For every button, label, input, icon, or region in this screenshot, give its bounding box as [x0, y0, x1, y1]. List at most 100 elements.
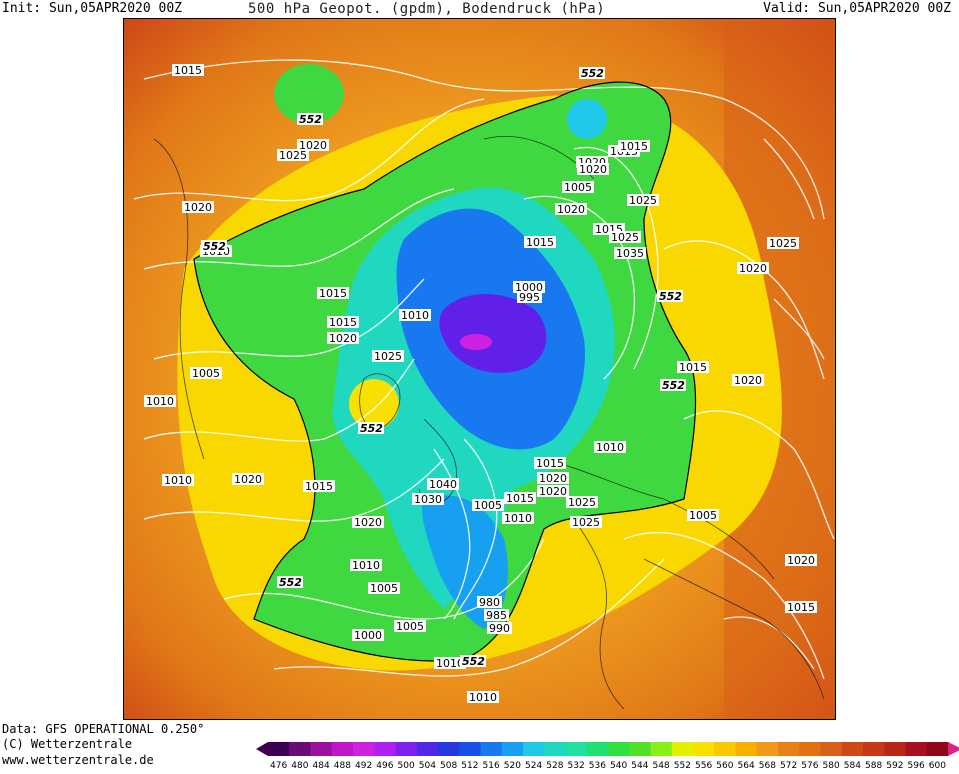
color-swatch: [331, 742, 354, 756]
scale-tick-label: 516: [483, 761, 500, 770]
color-swatch: [608, 742, 630, 756]
color-swatch: [926, 742, 949, 756]
scale-tick-label: 548: [653, 761, 670, 770]
isobar-label: 1000: [513, 281, 545, 294]
isobar-label: 1010: [502, 512, 534, 525]
scale-tick-label: 584: [844, 761, 861, 770]
scale-tick-label: 596: [908, 761, 925, 770]
isobar-label: 1025: [372, 350, 404, 363]
svg-text:1010: 1010: [504, 512, 532, 525]
scale-tick-label: 576: [801, 761, 818, 770]
scale-tick-label: 504: [419, 761, 436, 770]
svg-text:1035: 1035: [616, 247, 644, 260]
svg-text:1015: 1015: [620, 140, 648, 153]
svg-text:1020: 1020: [787, 554, 815, 567]
color-swatch: [863, 742, 885, 756]
isobar-label: 1020: [732, 374, 764, 387]
color-swatch: [523, 742, 545, 756]
height-label-552: 552: [660, 379, 686, 392]
svg-text:1030: 1030: [414, 493, 442, 506]
chart-title: 500 hPa Geopot. (gpdm), Bodendruck (hPa): [248, 1, 606, 17]
isobars: [133, 59, 835, 680]
svg-text:1010: 1010: [146, 395, 174, 408]
svg-text:980: 980: [479, 596, 500, 609]
isobar-label: 1035: [614, 247, 646, 260]
color-swatch: [416, 742, 439, 756]
scale-tick-label: 524: [525, 761, 542, 770]
svg-text:552: 552: [581, 67, 604, 80]
isobar-label: 1020: [297, 139, 329, 152]
svg-text:1005: 1005: [370, 582, 398, 595]
isobar-label: 1020: [327, 332, 359, 345]
svg-text:1025: 1025: [279, 149, 307, 162]
svg-text:1020: 1020: [354, 516, 382, 529]
isobar-label: 1000: [352, 629, 384, 642]
isobar-label: 1010: [399, 309, 431, 322]
svg-text:552: 552: [662, 379, 685, 392]
height-label-552: 552: [657, 290, 683, 303]
isobar-label: 1005: [190, 367, 222, 380]
isobar-label: 1015: [785, 601, 817, 614]
svg-text:1015: 1015: [536, 457, 564, 470]
isobar-label: 1015: [303, 480, 335, 493]
height-label-552: 552: [579, 67, 605, 80]
isobar-label: 1015: [317, 287, 349, 300]
scale-tick-label: 564: [738, 761, 755, 770]
color-swatch: [905, 742, 928, 756]
isobar-label: 1020: [737, 262, 769, 275]
color-swatch: [565, 742, 588, 756]
color-swatch: [714, 742, 736, 756]
scale-tick-label: 476: [270, 761, 287, 770]
svg-text:1010: 1010: [401, 309, 429, 322]
svg-text:985: 985: [486, 609, 507, 622]
scale-tick-label: 572: [780, 761, 797, 770]
website-url[interactable]: www.wetterzentrale.de: [2, 753, 154, 767]
svg-text:1025: 1025: [629, 194, 657, 207]
scale-tick-label: 532: [568, 761, 585, 770]
color-swatch: [289, 742, 311, 756]
svg-text:990: 990: [489, 622, 510, 635]
svg-text:1025: 1025: [572, 516, 600, 529]
isobar-label: 1015: [524, 236, 556, 249]
svg-text:1020: 1020: [234, 473, 262, 486]
isobar-label: 1040: [427, 478, 459, 491]
svg-text:1005: 1005: [689, 509, 717, 522]
atlantic-trough: [422, 495, 508, 629]
isobar-label: 1020: [555, 203, 587, 216]
weather-map: 1015102010251020101010151015102010051010…: [123, 18, 836, 720]
isobar-label: 1030: [412, 493, 444, 506]
svg-text:1010: 1010: [352, 559, 380, 572]
svg-text:1005: 1005: [564, 181, 592, 194]
isobar-label: 1025: [277, 149, 309, 162]
isobar-label: 1025: [570, 516, 602, 529]
isobar-label: 1005: [394, 620, 426, 633]
svg-text:1020: 1020: [539, 485, 567, 498]
color-swatch: [268, 742, 290, 756]
isobar-label: 1015: [677, 361, 709, 374]
height-552-labels: 552 552 552 552 552 552 552 552: [201, 67, 686, 668]
svg-text:1010: 1010: [596, 441, 624, 454]
color-swatch: [756, 742, 779, 756]
scale-tick-label: 492: [355, 761, 372, 770]
svg-text:552: 552: [659, 290, 682, 303]
svg-text:1020: 1020: [184, 201, 212, 214]
nw-green-cell: [274, 64, 344, 124]
svg-text:1015: 1015: [329, 316, 357, 329]
svg-text:1015: 1015: [506, 492, 534, 505]
isobar-label: 1025: [566, 496, 598, 509]
svg-text:1020: 1020: [739, 262, 767, 275]
isobar-labels: 1015102010251020101010151015102010051010…: [144, 64, 817, 704]
color-swatch: [778, 742, 800, 756]
color-swatch: [310, 742, 333, 756]
isobar-label: 1025: [627, 194, 659, 207]
svg-text:1015: 1015: [305, 480, 333, 493]
coastlines: [153, 136, 825, 710]
color-swatch: [693, 742, 715, 756]
svg-text:552: 552: [360, 422, 383, 435]
height-label-552: 552: [201, 240, 227, 253]
scale-tick-label: 552: [674, 761, 691, 770]
color-swatch: [629, 742, 651, 756]
color-swatch: [459, 742, 481, 756]
height-label-552: 552: [358, 422, 384, 435]
svg-text:1025: 1025: [374, 350, 402, 363]
